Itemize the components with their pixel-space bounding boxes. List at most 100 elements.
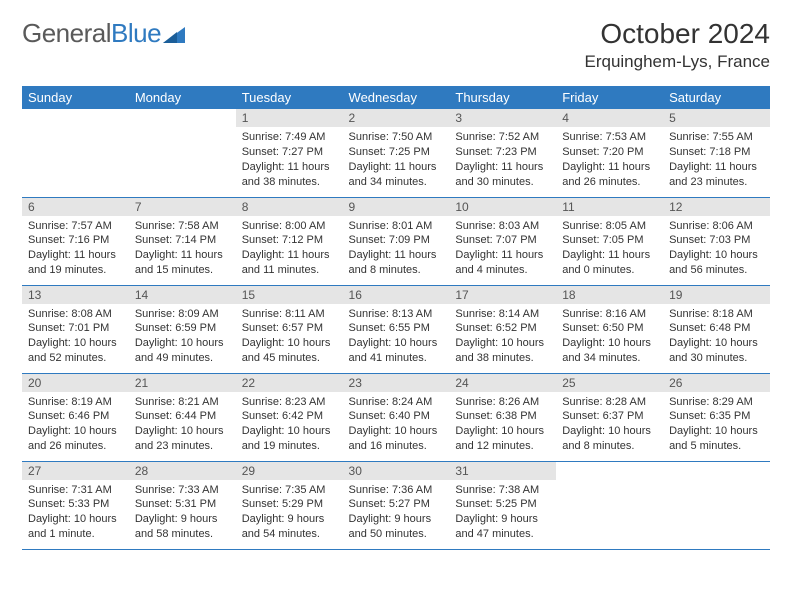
day-header: Tuesday (236, 86, 343, 109)
day-number: 13 (22, 286, 129, 304)
day-number: 3 (449, 109, 556, 127)
calendar-cell: 11Sunrise: 8:05 AMSunset: 7:05 PMDayligh… (556, 197, 663, 285)
day-body: Sunrise: 7:55 AMSunset: 7:18 PMDaylight:… (663, 127, 770, 193)
day-body: Sunrise: 8:06 AMSunset: 7:03 PMDaylight:… (663, 216, 770, 282)
day-body: Sunrise: 7:57 AMSunset: 7:16 PMDaylight:… (22, 216, 129, 282)
sunset-text: Sunset: 7:03 PM (669, 233, 764, 248)
calendar-week-row: 27Sunrise: 7:31 AMSunset: 5:33 PMDayligh… (22, 461, 770, 549)
day-body: Sunrise: 8:00 AMSunset: 7:12 PMDaylight:… (236, 216, 343, 282)
day-number: 20 (22, 374, 129, 392)
brand-logo: GeneralBlue (22, 18, 185, 49)
sunrise-text: Sunrise: 7:58 AM (135, 219, 230, 234)
sunset-text: Sunset: 6:35 PM (669, 409, 764, 424)
daylight-text: Daylight: 11 hours and 19 minutes. (28, 248, 123, 278)
day-number: 11 (556, 198, 663, 216)
month-title: October 2024 (584, 18, 770, 50)
calendar-table: Sunday Monday Tuesday Wednesday Thursday… (22, 86, 770, 550)
sunrise-text: Sunrise: 8:11 AM (242, 307, 337, 322)
daylight-text: Daylight: 9 hours and 54 minutes. (242, 512, 337, 542)
day-number: 18 (556, 286, 663, 304)
daylight-text: Daylight: 10 hours and 8 minutes. (562, 424, 657, 454)
sunset-text: Sunset: 5:25 PM (455, 497, 550, 512)
calendar-week-row: 1Sunrise: 7:49 AMSunset: 7:27 PMDaylight… (22, 109, 770, 197)
day-body: Sunrise: 7:52 AMSunset: 7:23 PMDaylight:… (449, 127, 556, 193)
day-number: 27 (22, 462, 129, 480)
day-body: Sunrise: 7:35 AMSunset: 5:29 PMDaylight:… (236, 480, 343, 546)
sunset-text: Sunset: 6:42 PM (242, 409, 337, 424)
day-body: Sunrise: 8:08 AMSunset: 7:01 PMDaylight:… (22, 304, 129, 370)
sunrise-text: Sunrise: 8:16 AM (562, 307, 657, 322)
day-body: Sunrise: 8:03 AMSunset: 7:07 PMDaylight:… (449, 216, 556, 282)
sunrise-text: Sunrise: 8:14 AM (455, 307, 550, 322)
sunrise-text: Sunrise: 8:26 AM (455, 395, 550, 410)
daylight-text: Daylight: 11 hours and 0 minutes. (562, 248, 657, 278)
sunrise-text: Sunrise: 8:08 AM (28, 307, 123, 322)
daylight-text: Daylight: 11 hours and 4 minutes. (455, 248, 550, 278)
calendar-cell: 14Sunrise: 8:09 AMSunset: 6:59 PMDayligh… (129, 285, 236, 373)
day-number: 19 (663, 286, 770, 304)
daylight-text: Daylight: 10 hours and 45 minutes. (242, 336, 337, 366)
daylight-text: Daylight: 10 hours and 34 minutes. (562, 336, 657, 366)
sunrise-text: Sunrise: 7:55 AM (669, 130, 764, 145)
sunrise-text: Sunrise: 8:13 AM (349, 307, 444, 322)
sunset-text: Sunset: 6:50 PM (562, 321, 657, 336)
day-number: 2 (343, 109, 450, 127)
calendar-cell: 24Sunrise: 8:26 AMSunset: 6:38 PMDayligh… (449, 373, 556, 461)
sunset-text: Sunset: 7:12 PM (242, 233, 337, 248)
sunset-text: Sunset: 6:55 PM (349, 321, 444, 336)
sunset-text: Sunset: 7:07 PM (455, 233, 550, 248)
day-number: 23 (343, 374, 450, 392)
daylight-text: Daylight: 11 hours and 15 minutes. (135, 248, 230, 278)
sunrise-text: Sunrise: 7:50 AM (349, 130, 444, 145)
sunset-text: Sunset: 7:16 PM (28, 233, 123, 248)
daylight-text: Daylight: 11 hours and 34 minutes. (349, 160, 444, 190)
calendar-cell: 22Sunrise: 8:23 AMSunset: 6:42 PMDayligh… (236, 373, 343, 461)
day-body: Sunrise: 8:23 AMSunset: 6:42 PMDaylight:… (236, 392, 343, 458)
day-body: Sunrise: 7:49 AMSunset: 7:27 PMDaylight:… (236, 127, 343, 193)
day-body: Sunrise: 8:01 AMSunset: 7:09 PMDaylight:… (343, 216, 450, 282)
calendar-cell: 29Sunrise: 7:35 AMSunset: 5:29 PMDayligh… (236, 461, 343, 549)
daylight-text: Daylight: 11 hours and 11 minutes. (242, 248, 337, 278)
calendar-cell: 4Sunrise: 7:53 AMSunset: 7:20 PMDaylight… (556, 109, 663, 197)
day-number: 14 (129, 286, 236, 304)
day-header: Friday (556, 86, 663, 109)
calendar-week-row: 13Sunrise: 8:08 AMSunset: 7:01 PMDayligh… (22, 285, 770, 373)
day-header: Monday (129, 86, 236, 109)
day-body: Sunrise: 8:14 AMSunset: 6:52 PMDaylight:… (449, 304, 556, 370)
calendar-cell: 25Sunrise: 8:28 AMSunset: 6:37 PMDayligh… (556, 373, 663, 461)
calendar-cell (663, 461, 770, 549)
sunrise-text: Sunrise: 8:00 AM (242, 219, 337, 234)
sunrise-text: Sunrise: 8:28 AM (562, 395, 657, 410)
daylight-text: Daylight: 10 hours and 19 minutes. (242, 424, 337, 454)
day-number: 30 (343, 462, 450, 480)
brand-part2: Blue (111, 18, 161, 49)
sunrise-text: Sunrise: 7:57 AM (28, 219, 123, 234)
day-number: 9 (343, 198, 450, 216)
calendar-cell: 6Sunrise: 7:57 AMSunset: 7:16 PMDaylight… (22, 197, 129, 285)
day-number: 21 (129, 374, 236, 392)
daylight-text: Daylight: 9 hours and 58 minutes. (135, 512, 230, 542)
day-body: Sunrise: 8:16 AMSunset: 6:50 PMDaylight:… (556, 304, 663, 370)
calendar-week-row: 6Sunrise: 7:57 AMSunset: 7:16 PMDaylight… (22, 197, 770, 285)
sunset-text: Sunset: 5:29 PM (242, 497, 337, 512)
day-header: Wednesday (343, 86, 450, 109)
day-header-row: Sunday Monday Tuesday Wednesday Thursday… (22, 86, 770, 109)
day-number: 17 (449, 286, 556, 304)
daylight-text: Daylight: 11 hours and 8 minutes. (349, 248, 444, 278)
sunrise-text: Sunrise: 7:33 AM (135, 483, 230, 498)
calendar-cell: 8Sunrise: 8:00 AMSunset: 7:12 PMDaylight… (236, 197, 343, 285)
day-body: Sunrise: 7:33 AMSunset: 5:31 PMDaylight:… (129, 480, 236, 546)
sunrise-text: Sunrise: 8:19 AM (28, 395, 123, 410)
sunrise-text: Sunrise: 8:18 AM (669, 307, 764, 322)
day-body: Sunrise: 7:50 AMSunset: 7:25 PMDaylight:… (343, 127, 450, 193)
sunrise-text: Sunrise: 8:21 AM (135, 395, 230, 410)
calendar-cell: 19Sunrise: 8:18 AMSunset: 6:48 PMDayligh… (663, 285, 770, 373)
sunrise-text: Sunrise: 7:49 AM (242, 130, 337, 145)
calendar-cell: 10Sunrise: 8:03 AMSunset: 7:07 PMDayligh… (449, 197, 556, 285)
daylight-text: Daylight: 10 hours and 16 minutes. (349, 424, 444, 454)
calendar-cell (556, 461, 663, 549)
day-number: 29 (236, 462, 343, 480)
calendar-cell (129, 109, 236, 197)
daylight-text: Daylight: 11 hours and 26 minutes. (562, 160, 657, 190)
day-number: 15 (236, 286, 343, 304)
